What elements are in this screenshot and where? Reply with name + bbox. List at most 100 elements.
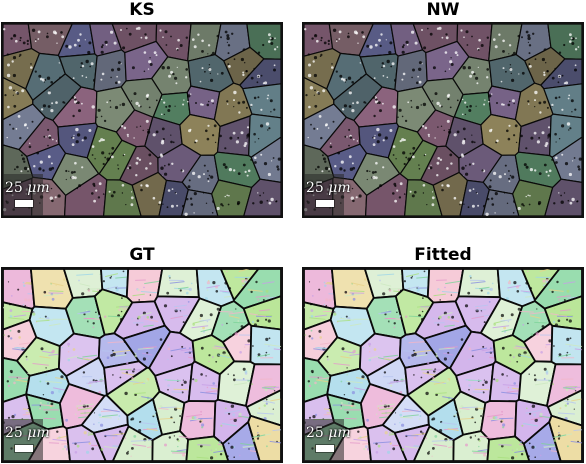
speckle (243, 144, 247, 147)
speckle (443, 357, 447, 361)
speckle (401, 423, 405, 427)
speckle (13, 104, 17, 108)
speckle (423, 270, 426, 273)
speckle (538, 136, 541, 139)
speckle (313, 127, 316, 130)
lath-line (200, 391, 217, 395)
speckle (167, 388, 169, 391)
speckle (324, 160, 327, 163)
speckle (238, 454, 241, 457)
speckle (418, 67, 422, 71)
speckle (91, 154, 94, 156)
speckle (407, 356, 411, 359)
speckle (327, 127, 330, 129)
speckle (527, 41, 529, 43)
speckle (65, 169, 68, 173)
speckle (543, 378, 546, 380)
lath-line (67, 355, 79, 360)
lath-line (336, 319, 351, 322)
speckle (268, 40, 271, 43)
speckle (200, 410, 203, 413)
speckle (244, 346, 246, 348)
speckle (441, 36, 444, 39)
speckle (534, 58, 537, 61)
speckle (138, 104, 141, 107)
speckle (246, 174, 249, 177)
speckle (6, 136, 8, 139)
speckle (477, 438, 480, 441)
speckle (275, 200, 278, 203)
speckle (535, 332, 539, 336)
speckle (241, 279, 245, 283)
lath-line (257, 353, 271, 358)
speckle (133, 92, 137, 96)
speckle (472, 188, 475, 191)
speckle (456, 54, 459, 57)
speckle (315, 168, 317, 171)
speckle (539, 111, 542, 114)
speckle (115, 81, 118, 85)
speckle (240, 131, 244, 135)
speckle (94, 158, 96, 160)
speckle (146, 98, 149, 101)
speckle (513, 102, 515, 105)
speckle (140, 188, 143, 192)
speckle (76, 187, 79, 190)
speckle (494, 212, 496, 214)
speckle (428, 450, 430, 453)
speckle (393, 379, 396, 382)
lath-line (470, 281, 486, 284)
speckle (480, 44, 484, 47)
speckle (427, 27, 429, 30)
speckle (371, 171, 375, 174)
speckle (20, 154, 23, 157)
lath-line (530, 416, 544, 421)
speckle (130, 203, 134, 207)
speckle (19, 36, 22, 39)
lath-line (255, 295, 270, 298)
speckle (569, 337, 572, 340)
speckle (503, 326, 506, 330)
speckle (320, 36, 323, 39)
speckle (507, 103, 511, 107)
speckle (37, 38, 40, 40)
speckle (194, 141, 197, 144)
lath-line (178, 286, 189, 290)
speckle (455, 410, 458, 413)
grain (156, 269, 200, 299)
speckle (117, 80, 121, 84)
speckle (263, 162, 268, 166)
speckle (176, 66, 178, 68)
speckle (228, 287, 232, 290)
speckle (192, 171, 196, 175)
speckle (344, 290, 348, 294)
speckle (418, 61, 422, 65)
speckle (368, 342, 372, 346)
speckle (438, 315, 442, 319)
speckle (232, 131, 236, 135)
speckle (462, 98, 464, 101)
lath-line (558, 353, 572, 358)
speckle (9, 123, 11, 126)
speckle (58, 389, 62, 393)
speckle (51, 102, 54, 105)
speckle (421, 29, 423, 31)
speckle (264, 388, 268, 392)
speckle (478, 445, 480, 448)
speckle (426, 204, 428, 206)
speckle (361, 375, 365, 379)
speckle (398, 196, 402, 199)
lath-line (441, 291, 459, 294)
speckle (239, 351, 242, 354)
speckle (373, 348, 377, 351)
speckle (351, 109, 355, 113)
speckle (376, 127, 380, 132)
speckle (422, 192, 425, 194)
speckle (407, 157, 411, 161)
speckle (324, 166, 329, 171)
speckle (478, 38, 481, 42)
speckle (517, 307, 521, 311)
speckle (228, 65, 231, 68)
speckle (448, 129, 450, 131)
speckle (373, 77, 376, 79)
